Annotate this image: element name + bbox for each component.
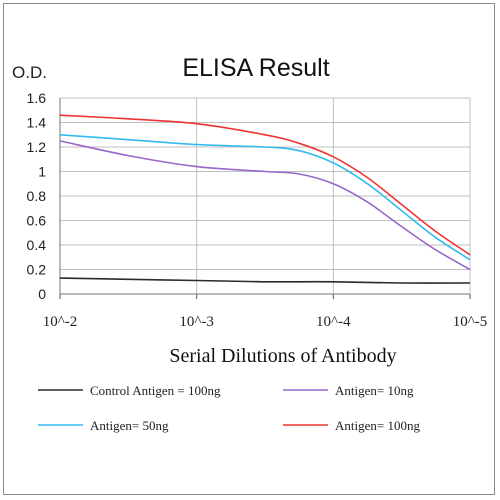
x-tick-label: 10^-2 — [43, 314, 78, 330]
legend-label-control-antigen-100ng: Control Antigen = 100ng — [90, 383, 221, 398]
y-tick-labels: 0 0.2 0.4 0.6 0.8 1 1.2 1.4 1.6 — [27, 90, 47, 302]
series-lines — [59, 114, 471, 284]
x-tick-labels: 10^-2 10^-3 10^-4 10^-5 — [43, 314, 488, 330]
series-line-antigen-10ng — [59, 140, 471, 271]
chart-title: ELISA Result — [182, 54, 329, 82]
x-axis-label: Serial Dilutions of Antibody — [169, 345, 396, 367]
y-tick-label: 0.8 — [27, 188, 47, 204]
y-tick-label: 1.2 — [27, 139, 47, 155]
legend: Control Antigen = 100ng Antigen= 10ng Anti… — [38, 383, 420, 433]
legend-label-antigen-50ng: Antigen= 50ng — [90, 418, 169, 433]
y-tick-label: 0.4 — [27, 237, 47, 253]
y-tick-label: 1.6 — [27, 90, 47, 106]
x-tick-label: 10^-4 — [316, 314, 351, 330]
x-tick-label: 10^-5 — [453, 314, 488, 330]
grid-lines — [60, 97, 471, 294]
series-line-antigen-100ng — [59, 114, 471, 256]
y-tick-label: 1 — [38, 164, 46, 180]
y-axis-label: O.D. — [12, 63, 47, 82]
y-tick-label: 0.2 — [27, 262, 47, 278]
x-tick-label: 10^-3 — [179, 314, 214, 330]
y-tick-label: 0.6 — [27, 213, 47, 229]
y-tick-label: 0 — [38, 286, 46, 302]
chart-frame — [3, 3, 495, 495]
series-line-control-antigen-100ng — [59, 277, 471, 284]
series-line-antigen-50ng — [59, 134, 471, 261]
axes — [59, 98, 471, 299]
y-tick-label: 1.4 — [27, 115, 47, 131]
legend-label-antigen-100ng: Antigen= 100ng — [335, 418, 420, 433]
legend-label-antigen-10ng: Antigen= 10ng — [335, 383, 414, 398]
